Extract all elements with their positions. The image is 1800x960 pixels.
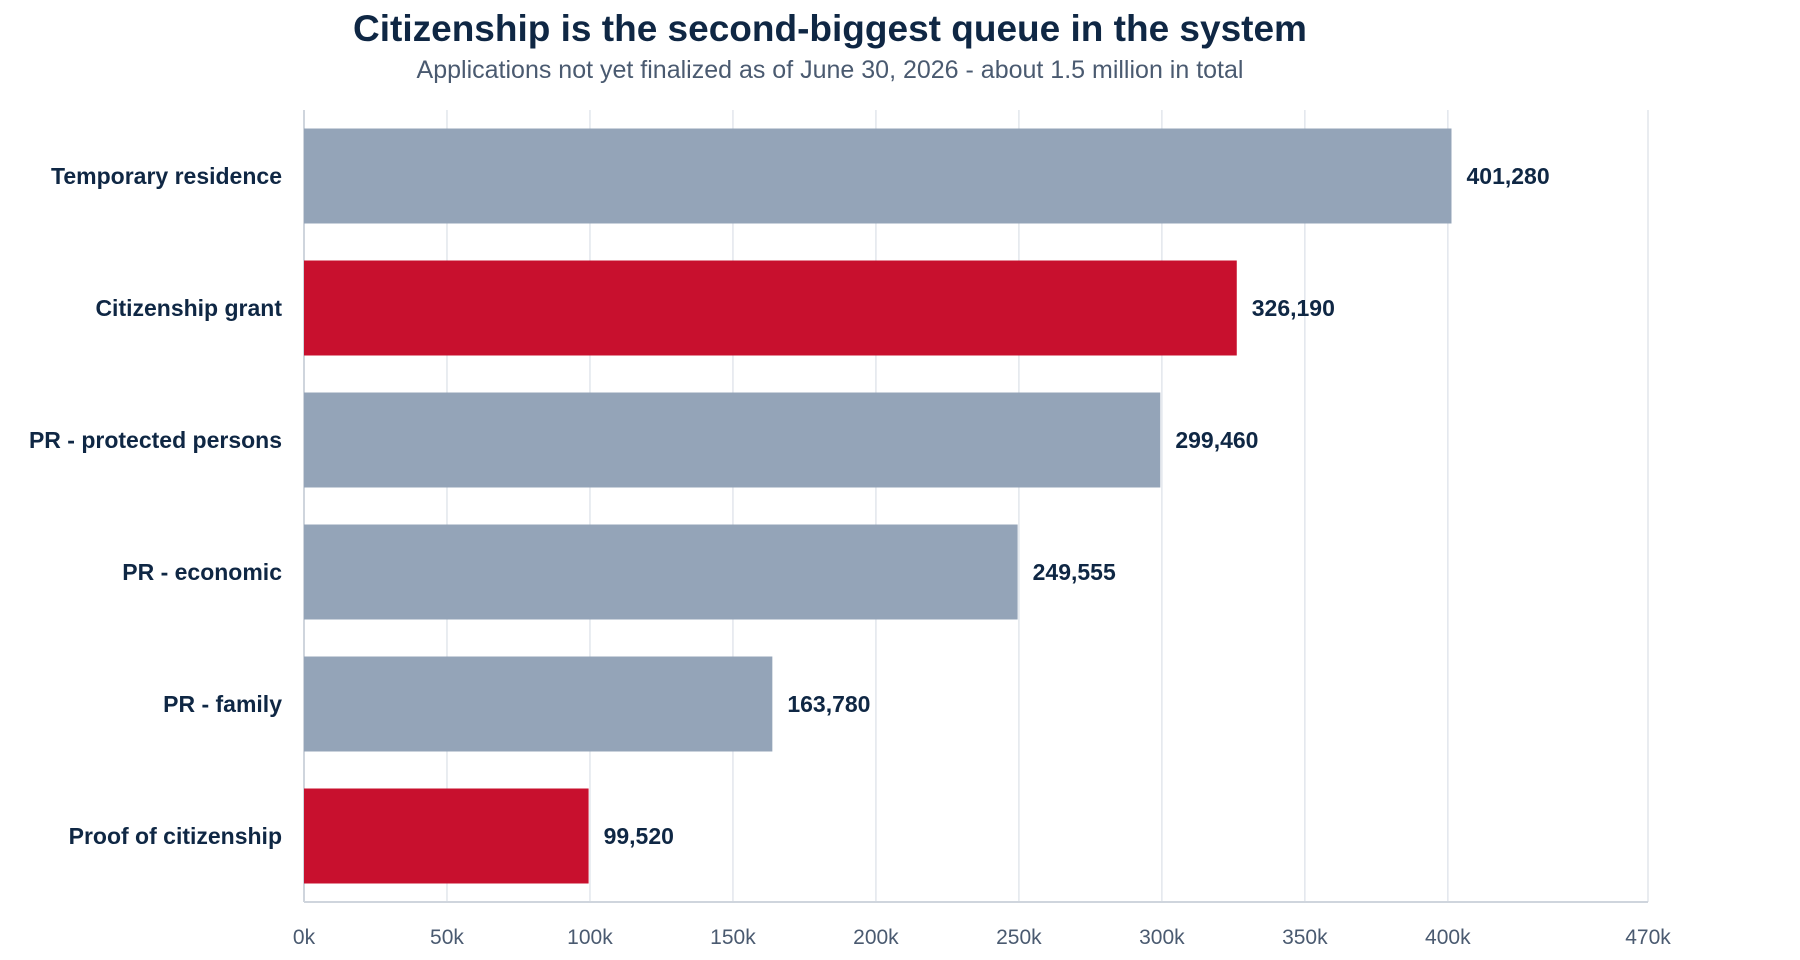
x-tick-label: 300k bbox=[1139, 926, 1185, 949]
bar-value-label: 299,460 bbox=[1175, 427, 1258, 453]
x-tick-label: 0k bbox=[293, 926, 316, 949]
category-label: Temporary residence bbox=[51, 163, 282, 189]
bar bbox=[304, 260, 1237, 356]
bar bbox=[304, 656, 773, 752]
bar bbox=[304, 524, 1018, 620]
bar bbox=[304, 392, 1161, 488]
x-tick-label: 100k bbox=[567, 926, 613, 949]
bar-value-label: 99,520 bbox=[604, 823, 674, 849]
bar-value-label: 163,780 bbox=[787, 691, 870, 717]
x-tick-label: 150k bbox=[710, 926, 756, 949]
chart-subtitle: Applications not yet finalized as of Jun… bbox=[416, 56, 1244, 84]
category-label: PR - protected persons bbox=[29, 427, 282, 453]
x-tick-label: 250k bbox=[996, 926, 1042, 949]
bar-value-label: 326,190 bbox=[1252, 295, 1335, 321]
category-label: Proof of citizenship bbox=[69, 823, 282, 849]
bar bbox=[304, 128, 1452, 224]
bar bbox=[304, 788, 589, 884]
x-tick-label: 200k bbox=[853, 926, 899, 949]
x-tick-label: 400k bbox=[1425, 926, 1471, 949]
category-label: PR - family bbox=[163, 691, 282, 717]
chart-title: Citizenship is the second-biggest queue … bbox=[353, 8, 1307, 49]
bar-value-label: 401,280 bbox=[1466, 163, 1549, 189]
category-label: PR - economic bbox=[122, 559, 282, 585]
x-tick-label: 350k bbox=[1282, 926, 1328, 949]
x-tick-label: 470k bbox=[1625, 926, 1671, 949]
bar-value-label: 249,555 bbox=[1033, 559, 1116, 585]
x-tick-label: 50k bbox=[430, 926, 464, 949]
category-label: Citizenship grant bbox=[95, 295, 282, 321]
